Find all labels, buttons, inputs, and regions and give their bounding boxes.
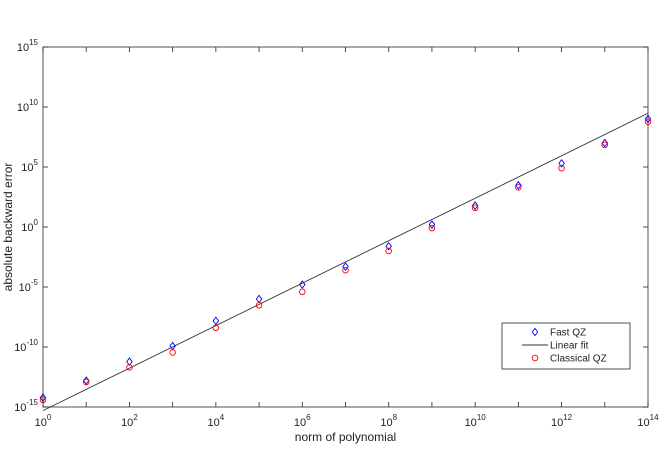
legend-circle-swatch [531,354,539,362]
classical-qz-point [169,349,176,356]
fast-qz-point [471,201,479,211]
classical-qz-point [255,302,263,309]
fast-qz-point [558,159,565,168]
fast-qz-point [212,316,220,326]
fast-qz-point [601,138,609,148]
y-tick-label: 10-5 [19,278,39,294]
classical-qz-point [299,288,306,296]
x-tick-label: 1014 [637,413,659,429]
y-axis-ticks: 10-15 10-10 10-5 100 105 1010 1015 [14,38,648,414]
classical-qz-point [428,224,436,232]
fast-qz-point [126,357,133,367]
classical-qz-point [385,247,392,255]
classical-qz-point [558,164,565,172]
fast-qz-point [428,220,436,229]
classical-qz-point [601,141,609,149]
x-tick-label: 100 [35,413,52,429]
classical-qz-point [126,364,133,371]
y-tick-label: 10-15 [14,398,38,414]
y-tick-label: 1015 [17,38,39,54]
x-tick-label: 1012 [551,413,573,429]
legend-label: Linear fit [550,341,589,352]
series-linear-fit [42,112,649,412]
fast-qz-point [299,280,306,289]
fast-qz-point [515,180,522,190]
y-tick-label: 105 [21,158,38,174]
fast-qz-point [644,114,652,124]
fast-qz-point [385,241,392,251]
x-axis-label: norm of polynomial [295,430,396,444]
y-axis-label: absolute backward error [1,163,15,292]
legend-diamond-swatch [531,327,539,337]
x-tick-label: 106 [294,413,311,429]
x-tick-label: 1010 [465,413,487,429]
classical-qz-point [82,378,90,386]
fast-qz-point [39,393,47,403]
y-tick-label: 100 [21,218,38,234]
x-tick-label: 102 [121,413,138,429]
x-tick-label: 108 [380,413,397,429]
x-tick-label: 104 [208,413,225,429]
legend-box [501,322,631,370]
classical-qz-point [342,266,349,274]
x-axis-ticks: 100 102 104 106 108 1010 1012 1014 [35,47,659,429]
series-fast-qz [39,114,652,403]
classical-qz-point [471,204,479,212]
series-classical-qz [39,118,652,404]
legend-label: Fast QZ [550,328,586,339]
y-tick-label: 10-10 [14,338,38,354]
legend-label: Classical QZ [550,354,607,365]
y-tick-label: 1010 [17,98,39,114]
linear-fit-line [42,112,649,412]
fast-qz-point [255,294,263,304]
classical-qz-point [212,324,220,332]
fast-qz-point [342,262,349,271]
classical-qz-point [644,118,652,125]
classical-qz-point [515,184,522,191]
legend: Fast QZ Linear fit Classical QZ [501,322,631,370]
